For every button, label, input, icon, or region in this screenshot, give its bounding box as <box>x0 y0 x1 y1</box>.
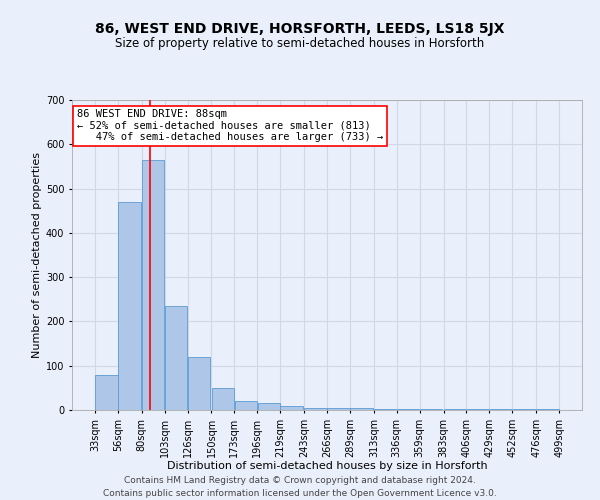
Bar <box>142 160 164 410</box>
Bar <box>304 408 327 410</box>
Text: 86 WEST END DRIVE: 88sqm
← 52% of semi-detached houses are smaller (813)
   47% : 86 WEST END DRIVE: 88sqm ← 52% of semi-d… <box>77 110 383 142</box>
Bar <box>257 404 280 410</box>
Bar <box>118 202 140 410</box>
Bar <box>397 408 419 410</box>
Bar <box>490 409 512 410</box>
Text: Size of property relative to semi-detached houses in Horsforth: Size of property relative to semi-detach… <box>115 38 485 51</box>
Text: 86, WEST END DRIVE, HORSFORTH, LEEDS, LS18 5JX: 86, WEST END DRIVE, HORSFORTH, LEEDS, LS… <box>95 22 505 36</box>
X-axis label: Distribution of semi-detached houses by size in Horsforth: Distribution of semi-detached houses by … <box>167 461 487 471</box>
Bar <box>188 357 210 410</box>
Bar <box>235 401 257 410</box>
Bar <box>512 409 535 410</box>
Bar <box>536 409 559 410</box>
Bar <box>212 388 234 410</box>
Y-axis label: Number of semi-detached properties: Number of semi-detached properties <box>32 152 41 358</box>
Text: Contains HM Land Registry data © Crown copyright and database right 2024.
Contai: Contains HM Land Registry data © Crown c… <box>103 476 497 498</box>
Bar <box>420 408 442 410</box>
Bar <box>165 306 187 410</box>
Bar <box>444 409 466 410</box>
Bar <box>280 406 303 410</box>
Bar <box>95 374 118 410</box>
Bar <box>374 408 397 410</box>
Bar <box>350 408 373 410</box>
Bar <box>327 408 350 410</box>
Bar <box>467 409 489 410</box>
